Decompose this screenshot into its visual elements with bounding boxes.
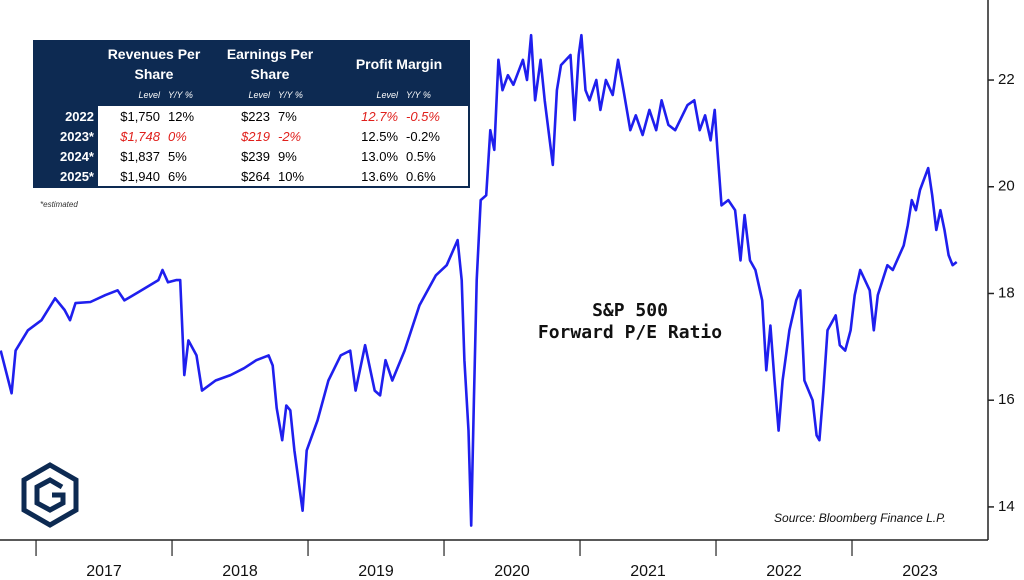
header-cell: Earnings Per Share — [210, 41, 331, 84]
subheader-cell: Y/Y % — [402, 84, 470, 106]
y-tick-label: 16 — [998, 391, 1015, 408]
table-cell: -0.5% — [406, 108, 440, 124]
subheader-cell: Y/Y % — [274, 84, 331, 106]
table-cell: 12.7% — [361, 108, 399, 124]
table-cell: $223 — [241, 108, 270, 124]
source: Source: Bloomberg Finance L.P. — [774, 511, 946, 525]
table-cell: 0.5% — [406, 148, 436, 164]
logo — [21, 462, 79, 528]
table-cell: 12.5% — [361, 128, 399, 144]
x-tick-label: 2023 — [902, 563, 938, 580]
table-row: 2024* $1,837 5% $239 9% 13.0% 0.5% — [34, 146, 469, 166]
table-cell: 6% — [168, 168, 187, 184]
row-label: 2023* — [34, 126, 98, 146]
pe-line — [0, 33, 958, 527]
subheader-cell: Level — [330, 84, 403, 106]
table-cell: -0.2% — [406, 128, 440, 144]
table-cell: 13.6% — [361, 168, 399, 184]
row-label: 2025* — [34, 166, 98, 187]
table-cell: $1,837 — [120, 148, 160, 164]
table-cell: 7% — [278, 108, 297, 124]
table-cell: 10% — [278, 168, 305, 184]
table-cell: $219 — [241, 128, 270, 144]
header-row: Revenues Per Share Earnings Per Share Pr… — [34, 41, 470, 84]
table-row: 2022 $1,750 12% $223 7% 12.7% -0.5% — [34, 106, 469, 126]
y-tick-label: 20 — [998, 178, 1015, 195]
x-tick-label: 2019 — [358, 563, 394, 580]
table-cell: $239 — [241, 148, 270, 164]
x-tick-label: 2018 — [222, 563, 258, 580]
header-cell — [34, 41, 98, 84]
table-row: 2025* $1,940 6% $264 10% 13.6% 0.6% — [34, 166, 469, 187]
subheader-row: Level Y/Y % Level Y/Y % Level Y/Y % — [34, 84, 470, 106]
row-label: 2024* — [34, 146, 98, 166]
subheader-cell: Y/Y % — [164, 84, 210, 106]
y-tick-label: 14 — [998, 498, 1015, 515]
y-tick-label: 22 — [998, 71, 1015, 88]
header-cell: Profit Margin — [330, 41, 470, 84]
footnote: *estimated — [40, 200, 78, 209]
table-cell: 9% — [278, 148, 297, 164]
table-cell: $1,940 — [120, 168, 160, 184]
table-cell: 0.6% — [406, 168, 436, 184]
subheader-cell: Level — [210, 84, 274, 106]
annotation: Forward P/E Ratio — [538, 322, 722, 343]
x-tick-label: 2022 — [766, 563, 802, 580]
table-cell: $264 — [241, 168, 270, 184]
table-cell: 0% — [168, 128, 187, 144]
table-cell: 5% — [168, 148, 187, 164]
row-label: 2022 — [34, 106, 98, 126]
table-row: 2023* $1,748 0% $219 -2% 12.5% -0.2% — [34, 126, 469, 146]
table-cell: $1,750 — [120, 108, 160, 124]
x-tick-label: 2020 — [494, 563, 530, 580]
x-tick-label: 2021 — [630, 563, 666, 580]
table-cell: $1,748 — [120, 128, 160, 144]
annotation: S&P 500 — [592, 300, 668, 321]
table-cell: 12% — [168, 108, 195, 124]
table-cell: -2% — [278, 128, 302, 144]
x-tick-label: 2017 — [86, 563, 122, 580]
data-table: Revenues Per Share Earnings Per Share Pr… — [33, 40, 471, 188]
y-tick-label: 18 — [998, 284, 1015, 301]
header-cell: Revenues Per Share — [98, 41, 210, 84]
subheader-cell: Level — [98, 84, 164, 106]
table-cell: 13.0% — [361, 148, 399, 164]
